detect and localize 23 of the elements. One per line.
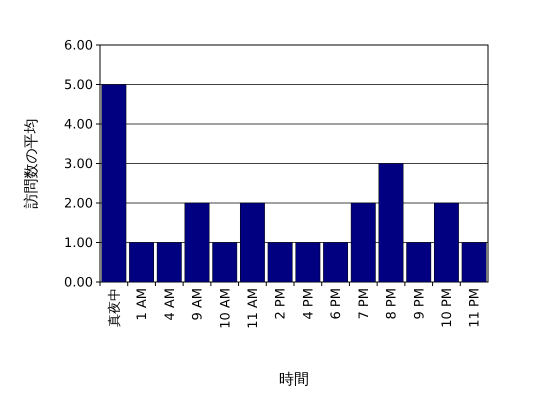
y-tick-label: 1.00 xyxy=(64,236,93,252)
x-tick-label: 11 AM xyxy=(246,288,261,329)
x-tick-label: 6 PM xyxy=(329,288,344,320)
y-tick-label: 2.00 xyxy=(64,196,93,212)
x-tick-label: 8 PM xyxy=(384,288,400,320)
x-tick-label: 2 PM xyxy=(274,288,289,320)
x-tick-label: 1 AM xyxy=(135,288,150,321)
x-axis-title: 時間 xyxy=(279,370,309,388)
x-tick-label: 真夜中 xyxy=(106,288,122,327)
x-tick-label: 9 PM xyxy=(412,288,428,320)
x-tick-label: 9 AM xyxy=(190,288,206,321)
y-tick-label: 0.00 xyxy=(64,276,93,291)
x-tick-label: 4 PM xyxy=(301,288,316,320)
y-axis-title: 訪問数の平均 xyxy=(22,118,40,208)
y-tick-label: 6.00 xyxy=(64,38,93,54)
x-tick-label: 10 PM xyxy=(440,288,455,328)
x-tick-label: 4 AM xyxy=(162,288,178,321)
x-tick-label: 11 PM xyxy=(468,288,483,328)
y-tick-label: 4.00 xyxy=(64,118,93,133)
x-tick-label: 7 PM xyxy=(356,288,372,320)
y-tick-label: 5.00 xyxy=(64,78,93,94)
x-tick-label: 10 AM xyxy=(218,288,234,329)
y-tick-label: 3.00 xyxy=(64,157,93,172)
